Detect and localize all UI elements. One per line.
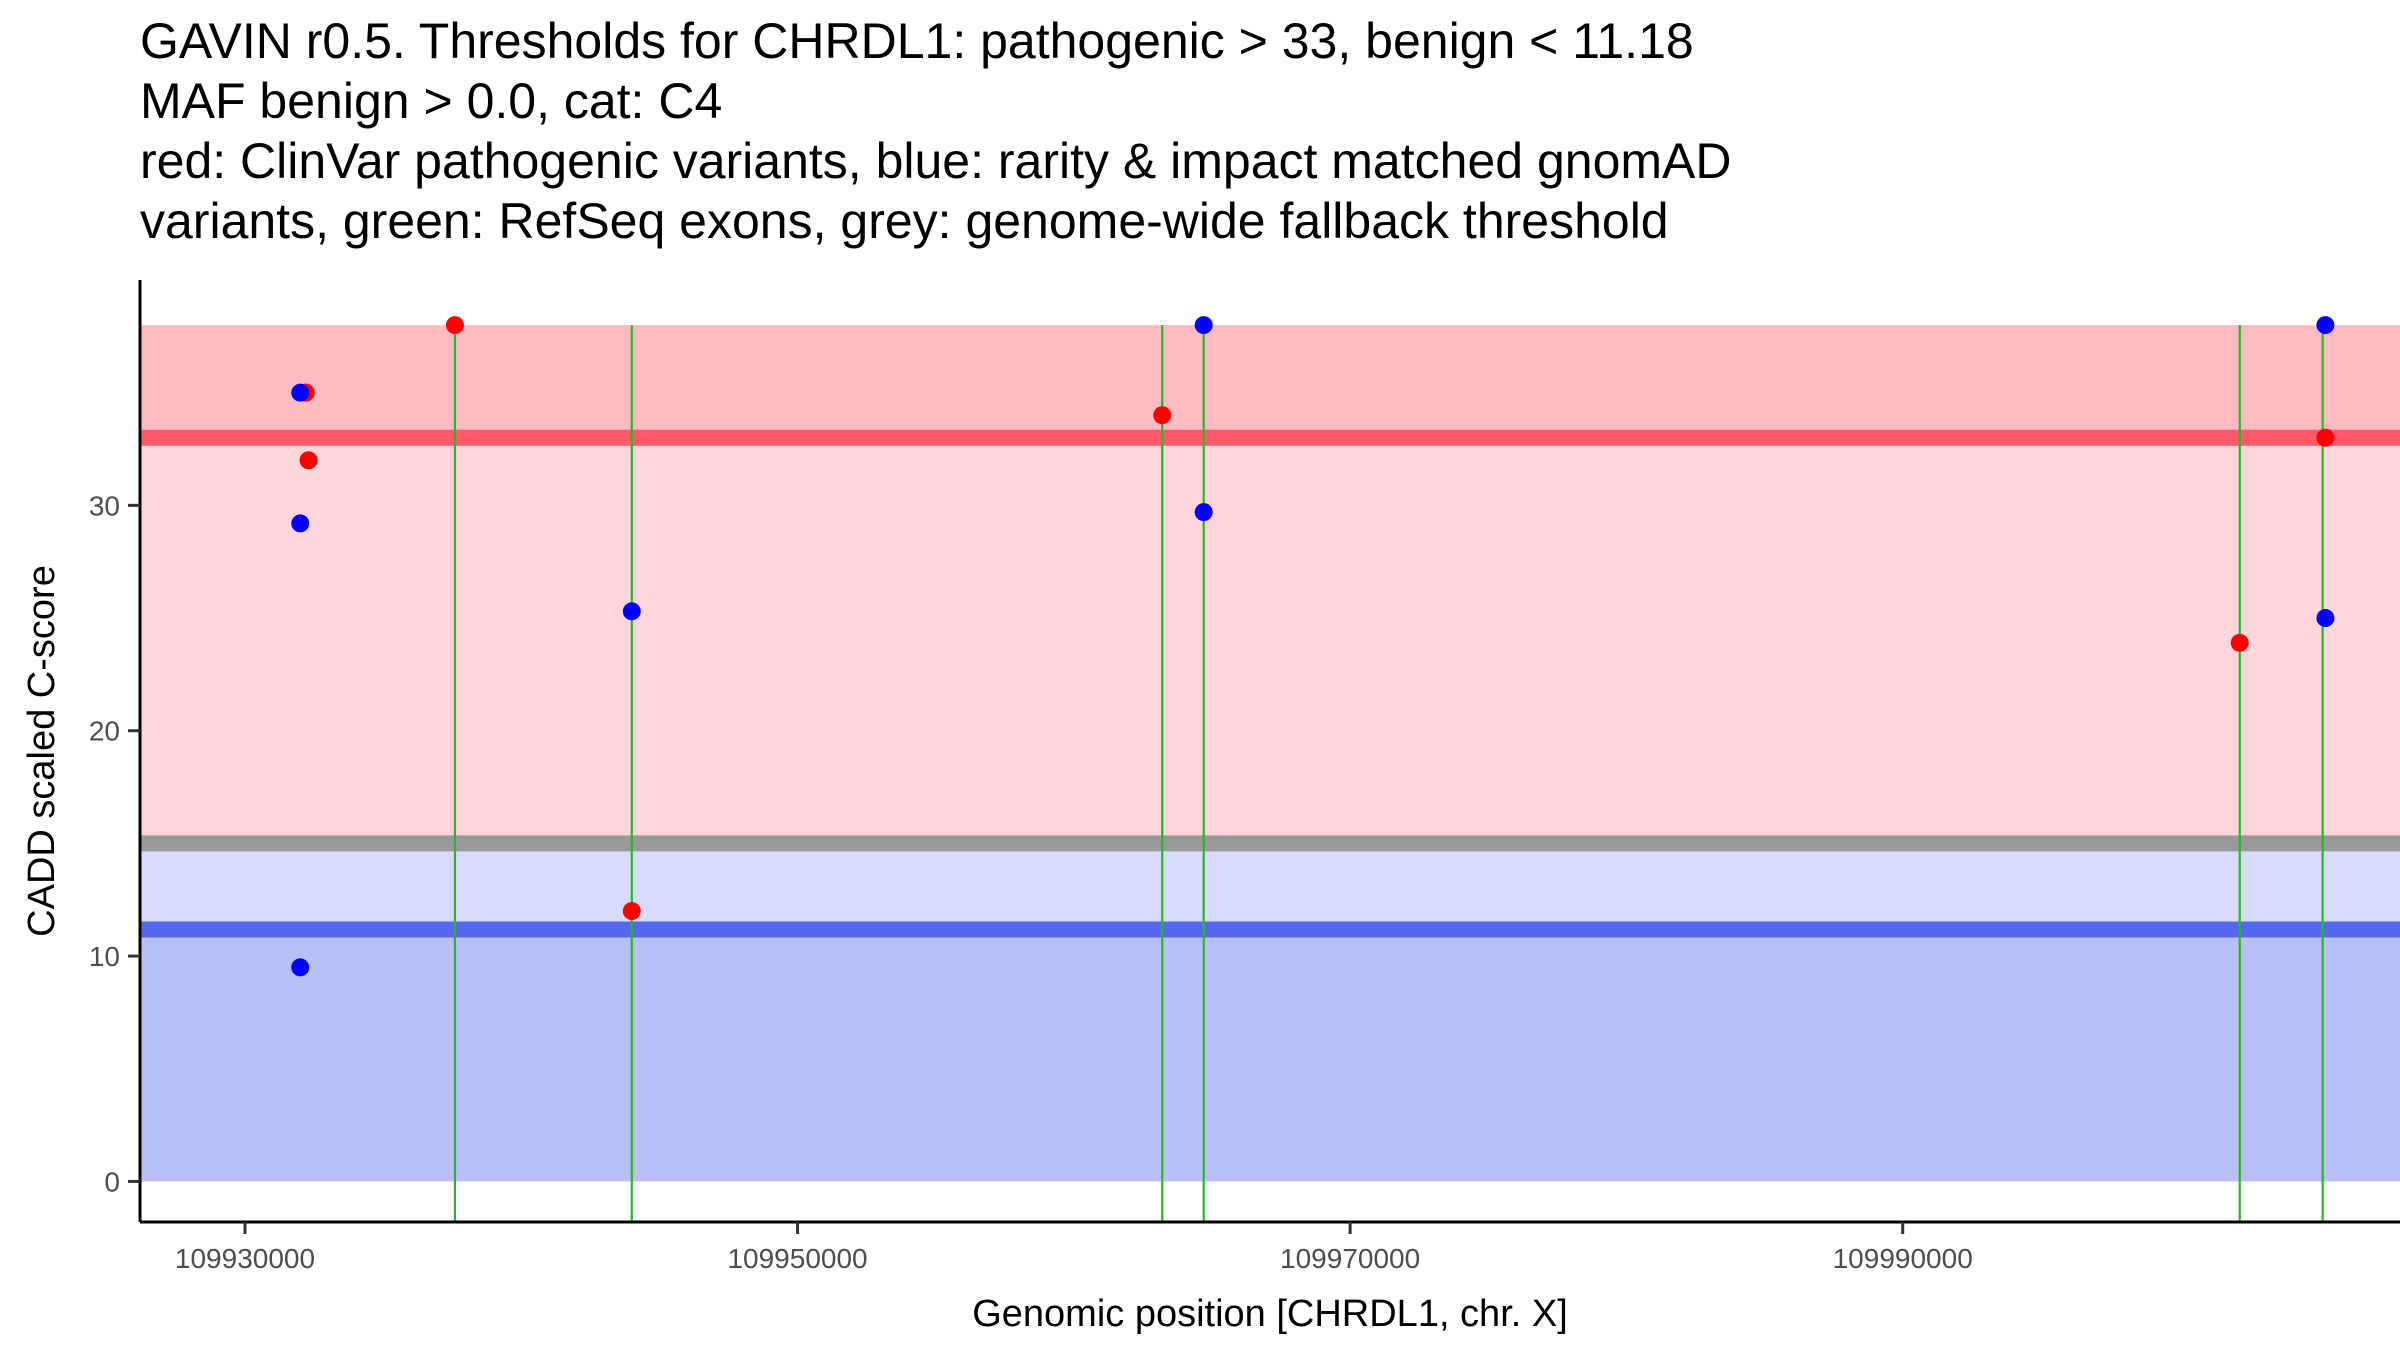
clinvar-point-4 (622, 902, 641, 921)
y-axis-title: CADD scaled C-score (21, 565, 63, 937)
gnomad-point-1 (291, 383, 310, 402)
title-line-4: variants, green: RefSeq exons, grey: gen… (140, 193, 1669, 249)
pathogenic-region (140, 325, 2400, 438)
x-tick-label-109950000: 109950000 (727, 1243, 867, 1274)
grey-to-benign-region (140, 843, 2400, 930)
clinvar-point-3 (445, 316, 464, 335)
benign-region (140, 929, 2400, 1182)
y-tick-label-10: 10 (89, 941, 120, 972)
chart-title: GAVIN r0.5. Thresholds for CHRDL1: patho… (140, 13, 1731, 249)
gnomad-point-6 (1194, 503, 1213, 522)
clinvar-point-6 (2230, 633, 2249, 652)
y-tick-label-20: 20 (89, 716, 120, 747)
gnomad-point-4 (622, 602, 641, 621)
x-axis-title: Genomic position [CHRDL1, chr. X] (972, 1293, 1568, 1335)
title-line-2: MAF benign > 0.0, cat: C4 (140, 73, 722, 129)
clinvar-point-7 (2316, 428, 2335, 447)
x-tick-label-109990000: 109990000 (1833, 1243, 1973, 1274)
clinvar-point-2 (299, 451, 318, 470)
gnomad-point-5 (1194, 316, 1213, 335)
x-axis: 109930000 109950000 109970000 109990000 (140, 1220, 2400, 1274)
gnomad-point-2 (291, 514, 310, 533)
clinvar-point-5 (1153, 406, 1172, 425)
gnomad-point-3 (291, 958, 310, 977)
y-ticks: 0 10 20 30 (89, 490, 140, 1197)
y-tick-label-30: 30 (89, 490, 120, 521)
x-tick-label-109970000: 109970000 (1280, 1243, 1420, 1274)
x-ticks: 109930000 109950000 109970000 109990000 (175, 1222, 1973, 1274)
y-tick-label-0: 0 (104, 1166, 120, 1197)
gnomad-point-7 (2316, 316, 2335, 335)
gnomad-point-8 (2316, 609, 2335, 628)
grey-to-pathogenic-region (140, 437, 2400, 844)
y-axis: 0 10 20 30 (89, 280, 142, 1222)
x-tick-label-109930000: 109930000 (175, 1243, 315, 1274)
plot-area (140, 316, 2400, 1222)
title-line-3: red: ClinVar pathogenic variants, blue: … (140, 133, 1731, 189)
title-line-1: GAVIN r0.5. Thresholds for CHRDL1: patho… (140, 13, 1694, 69)
